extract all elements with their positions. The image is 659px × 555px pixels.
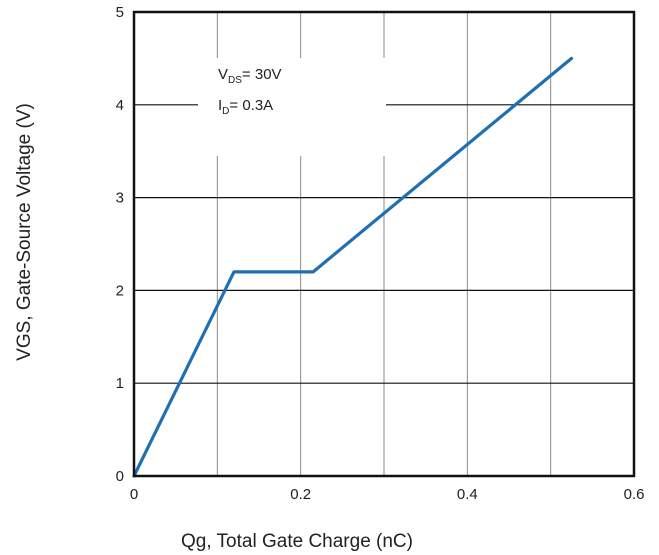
annotation-id-sub: D (222, 106, 229, 117)
y-tick-label: 3 (116, 190, 124, 207)
annotation-vds-sub: DS (228, 75, 242, 86)
x-tick-label: 0.2 (290, 486, 311, 503)
x-tick-label: 0.6 (624, 486, 645, 503)
y-tick-label: 5 (116, 4, 124, 21)
x-axis-label: Qg, Total Gate Charge (nC) (181, 531, 413, 552)
series-line (132, 56, 574, 478)
annotation-vds-rest: = 30V (242, 66, 282, 83)
y-tick-labels: 0 1 2 3 4 5 (116, 4, 124, 485)
series-layer (132, 56, 574, 478)
annotation-vds-main: V (218, 66, 228, 83)
y-tick-label: 1 (116, 375, 124, 392)
y-tick-label: 4 (116, 97, 124, 114)
y-tick-label: 2 (116, 282, 124, 299)
annotation-id-main: I (218, 97, 222, 114)
y-axis-label: VGS, Gate-Source Voltage (V) (14, 103, 35, 361)
x-tick-label: 0.4 (457, 486, 478, 503)
x-tick-label: 0 (130, 486, 138, 503)
annotation-backdrop (198, 58, 386, 156)
annotation-id: ID= 0.3A (218, 97, 273, 117)
y-tick-label: 0 (116, 468, 124, 485)
plot-frame (132, 10, 636, 478)
annotation-id-rest: = 0.3A (229, 97, 273, 114)
annotation-vds: VDS= 30V (218, 66, 282, 86)
x-tick-labels: 0 0.2 0.4 0.6 (130, 486, 645, 503)
